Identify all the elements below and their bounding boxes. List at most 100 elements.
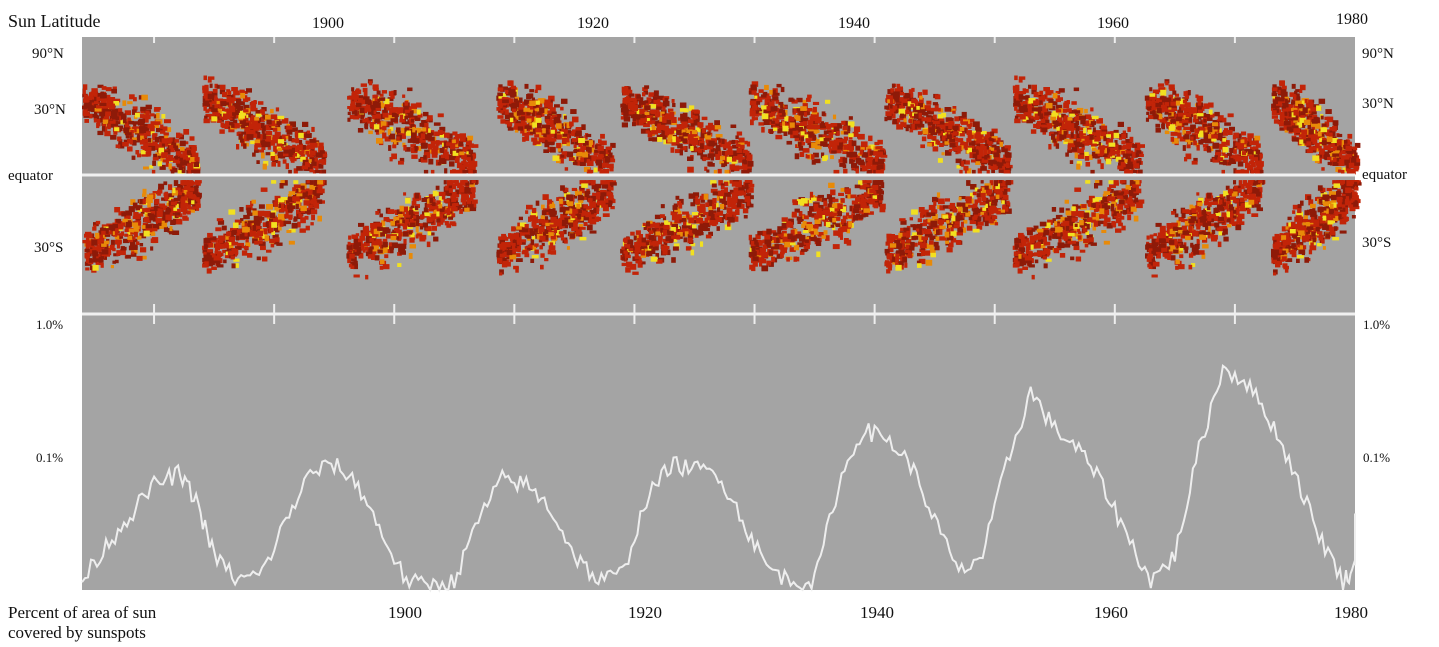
sunspot-mark xyxy=(670,227,676,232)
sunspot-mark xyxy=(450,180,454,186)
sunspot-mark xyxy=(111,88,117,94)
sunspot-mark xyxy=(101,126,106,132)
sunspot-mark xyxy=(252,152,256,157)
sunspot-mark xyxy=(375,131,380,135)
sunspot-mark xyxy=(373,124,380,130)
sunspot-mark xyxy=(464,182,470,186)
sunspot-mark xyxy=(635,119,641,126)
sunspot-mark xyxy=(182,217,189,221)
sunspot-mark xyxy=(690,228,698,234)
sunspot-mark xyxy=(292,127,298,132)
sunspot-mark xyxy=(176,163,183,168)
sunspot-mark xyxy=(270,151,275,158)
sunspot-mark xyxy=(652,240,659,247)
sunspot-mark xyxy=(401,243,407,249)
sunspot-mark xyxy=(636,109,642,115)
sunspot-mark xyxy=(393,139,397,146)
sunspot-mark xyxy=(286,230,292,233)
sunspot-mark xyxy=(85,237,90,244)
sunspot-mark xyxy=(349,254,355,259)
sunspot-mark xyxy=(203,105,207,111)
sunspot-mark xyxy=(309,138,316,144)
sunspot-mark xyxy=(257,240,263,244)
sunspot-mark xyxy=(594,216,599,222)
sunspot-mark xyxy=(204,244,211,248)
sunspot-mark xyxy=(412,197,420,202)
sunspot-mark xyxy=(736,202,742,208)
sunspot-mark xyxy=(544,141,550,148)
sunspot-mark xyxy=(139,114,145,119)
sunspot-mark xyxy=(744,196,750,202)
sunspot-mark xyxy=(163,181,168,186)
sunspot-mark xyxy=(314,158,319,164)
sunspot-mark xyxy=(802,148,810,153)
sunspot-mark xyxy=(309,142,317,147)
sunspot-mark xyxy=(553,133,558,140)
sunspot-mark xyxy=(404,100,409,106)
sunspot-mark xyxy=(162,143,169,147)
sunspot-mark xyxy=(729,164,735,170)
sunspot-mark xyxy=(453,203,459,207)
sunspot-mark xyxy=(112,224,118,229)
sunspot-mark xyxy=(722,206,727,210)
sunspot-mark xyxy=(661,245,668,251)
sunspot-mark xyxy=(667,133,673,138)
sunspot-mark xyxy=(347,106,355,110)
sunspot-mark xyxy=(97,238,102,245)
sunspot-mark xyxy=(157,208,163,214)
sunspot-mark xyxy=(176,219,183,225)
sunspot-mark xyxy=(743,165,748,171)
sunspot-mark xyxy=(531,97,535,101)
sunspot-mark xyxy=(641,247,647,253)
sunspot-mark xyxy=(415,127,422,133)
sunspot-mark xyxy=(423,155,427,160)
sunspot-mark xyxy=(354,111,358,116)
sunspot-mark xyxy=(273,240,280,245)
sunspot-mark xyxy=(437,162,442,166)
sunspot-mark xyxy=(91,98,99,105)
sunspot-mark xyxy=(152,157,159,161)
sunspot-mark xyxy=(454,191,460,198)
sunspot-mark xyxy=(742,162,748,167)
sunspot-mark xyxy=(573,221,578,227)
sunspot-mark xyxy=(423,169,429,174)
sunspot-mark xyxy=(145,151,151,157)
sunspot-mark xyxy=(178,191,182,196)
sunspot-mark xyxy=(403,192,407,196)
sunspot-mark xyxy=(671,117,677,123)
sunspot-mark xyxy=(735,181,742,188)
sunspot-mark xyxy=(153,121,161,125)
sunspot-mark xyxy=(125,121,130,127)
sunspot-mark xyxy=(794,135,799,142)
sunspot-mark xyxy=(382,112,389,118)
sunspot-mark xyxy=(688,193,696,199)
sunspot-mark xyxy=(534,249,539,254)
sunspot-mark xyxy=(204,250,211,256)
sunspot-mark xyxy=(256,230,264,237)
sunspot-mark xyxy=(369,122,375,128)
sunspot-mark xyxy=(584,135,588,140)
sunspot-mark xyxy=(391,139,396,143)
sunspot-mark xyxy=(141,150,146,155)
sunspot-mark xyxy=(233,123,240,129)
sunspot-mark xyxy=(399,157,405,163)
sunspot-mark xyxy=(249,231,256,237)
sunspot-mark xyxy=(253,100,257,105)
sunspot-mark xyxy=(367,255,374,259)
sunspot-mark xyxy=(254,149,259,153)
sunspot-mark xyxy=(401,127,405,134)
sunspot-mark xyxy=(302,121,309,127)
sunspot-mark xyxy=(312,169,317,176)
sunspot-mark xyxy=(516,226,524,230)
sunspot-mark xyxy=(303,192,308,198)
sunspot-mark xyxy=(524,224,529,229)
sunspot-mark xyxy=(184,159,190,164)
sunspot-mark xyxy=(382,241,388,248)
sunspot-mark xyxy=(570,109,577,114)
sunspot-mark xyxy=(308,189,313,195)
sunspot-mark xyxy=(598,216,602,222)
sunspot-mark xyxy=(527,104,531,109)
sunspot-mark xyxy=(302,145,306,150)
sunspot-mark xyxy=(403,104,409,110)
sunspot-mark xyxy=(439,218,445,223)
